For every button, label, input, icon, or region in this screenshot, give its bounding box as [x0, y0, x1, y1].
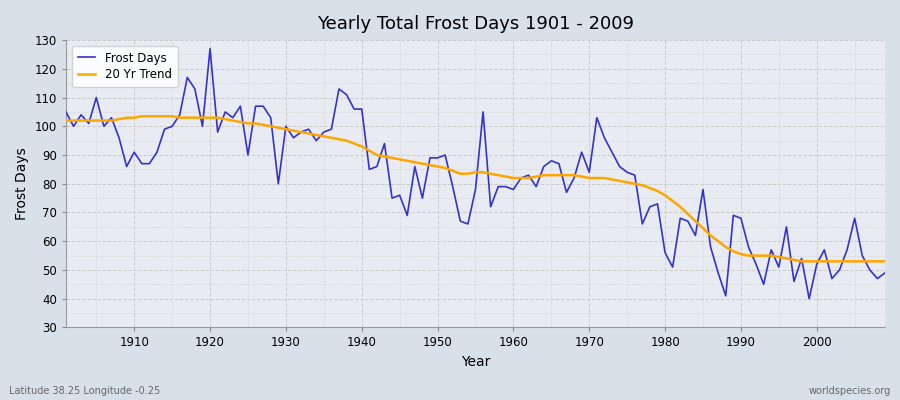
20 Yr Trend	[137, 114, 148, 119]
Frost Days	[879, 270, 890, 275]
Line: Frost Days: Frost Days	[66, 49, 885, 299]
Title: Yearly Total Frost Days 1901 - 2009: Yearly Total Frost Days 1901 - 2009	[317, 15, 634, 33]
20 Yr Trend	[879, 259, 890, 264]
Text: worldspecies.org: worldspecies.org	[809, 386, 891, 396]
20 Yr Trend	[341, 138, 352, 143]
Frost Days	[204, 46, 215, 51]
Frost Days	[516, 176, 526, 180]
Text: Latitude 38.25 Longitude -0.25: Latitude 38.25 Longitude -0.25	[9, 386, 160, 396]
Frost Days	[296, 130, 307, 134]
Frost Days	[804, 296, 814, 301]
Line: 20 Yr Trend: 20 Yr Trend	[66, 116, 885, 261]
20 Yr Trend	[607, 177, 617, 182]
Frost Days	[341, 92, 352, 97]
20 Yr Trend	[508, 176, 518, 180]
20 Yr Trend	[796, 259, 807, 264]
X-axis label: Year: Year	[461, 355, 491, 369]
Frost Days	[607, 150, 617, 154]
Y-axis label: Frost Days: Frost Days	[15, 147, 29, 220]
Frost Days	[122, 164, 132, 169]
20 Yr Trend	[60, 118, 71, 123]
Frost Days	[60, 110, 71, 114]
20 Yr Trend	[516, 176, 526, 180]
Frost Days	[508, 187, 518, 192]
20 Yr Trend	[122, 115, 132, 120]
Legend: Frost Days, 20 Yr Trend: Frost Days, 20 Yr Trend	[72, 46, 178, 87]
20 Yr Trend	[296, 130, 307, 134]
